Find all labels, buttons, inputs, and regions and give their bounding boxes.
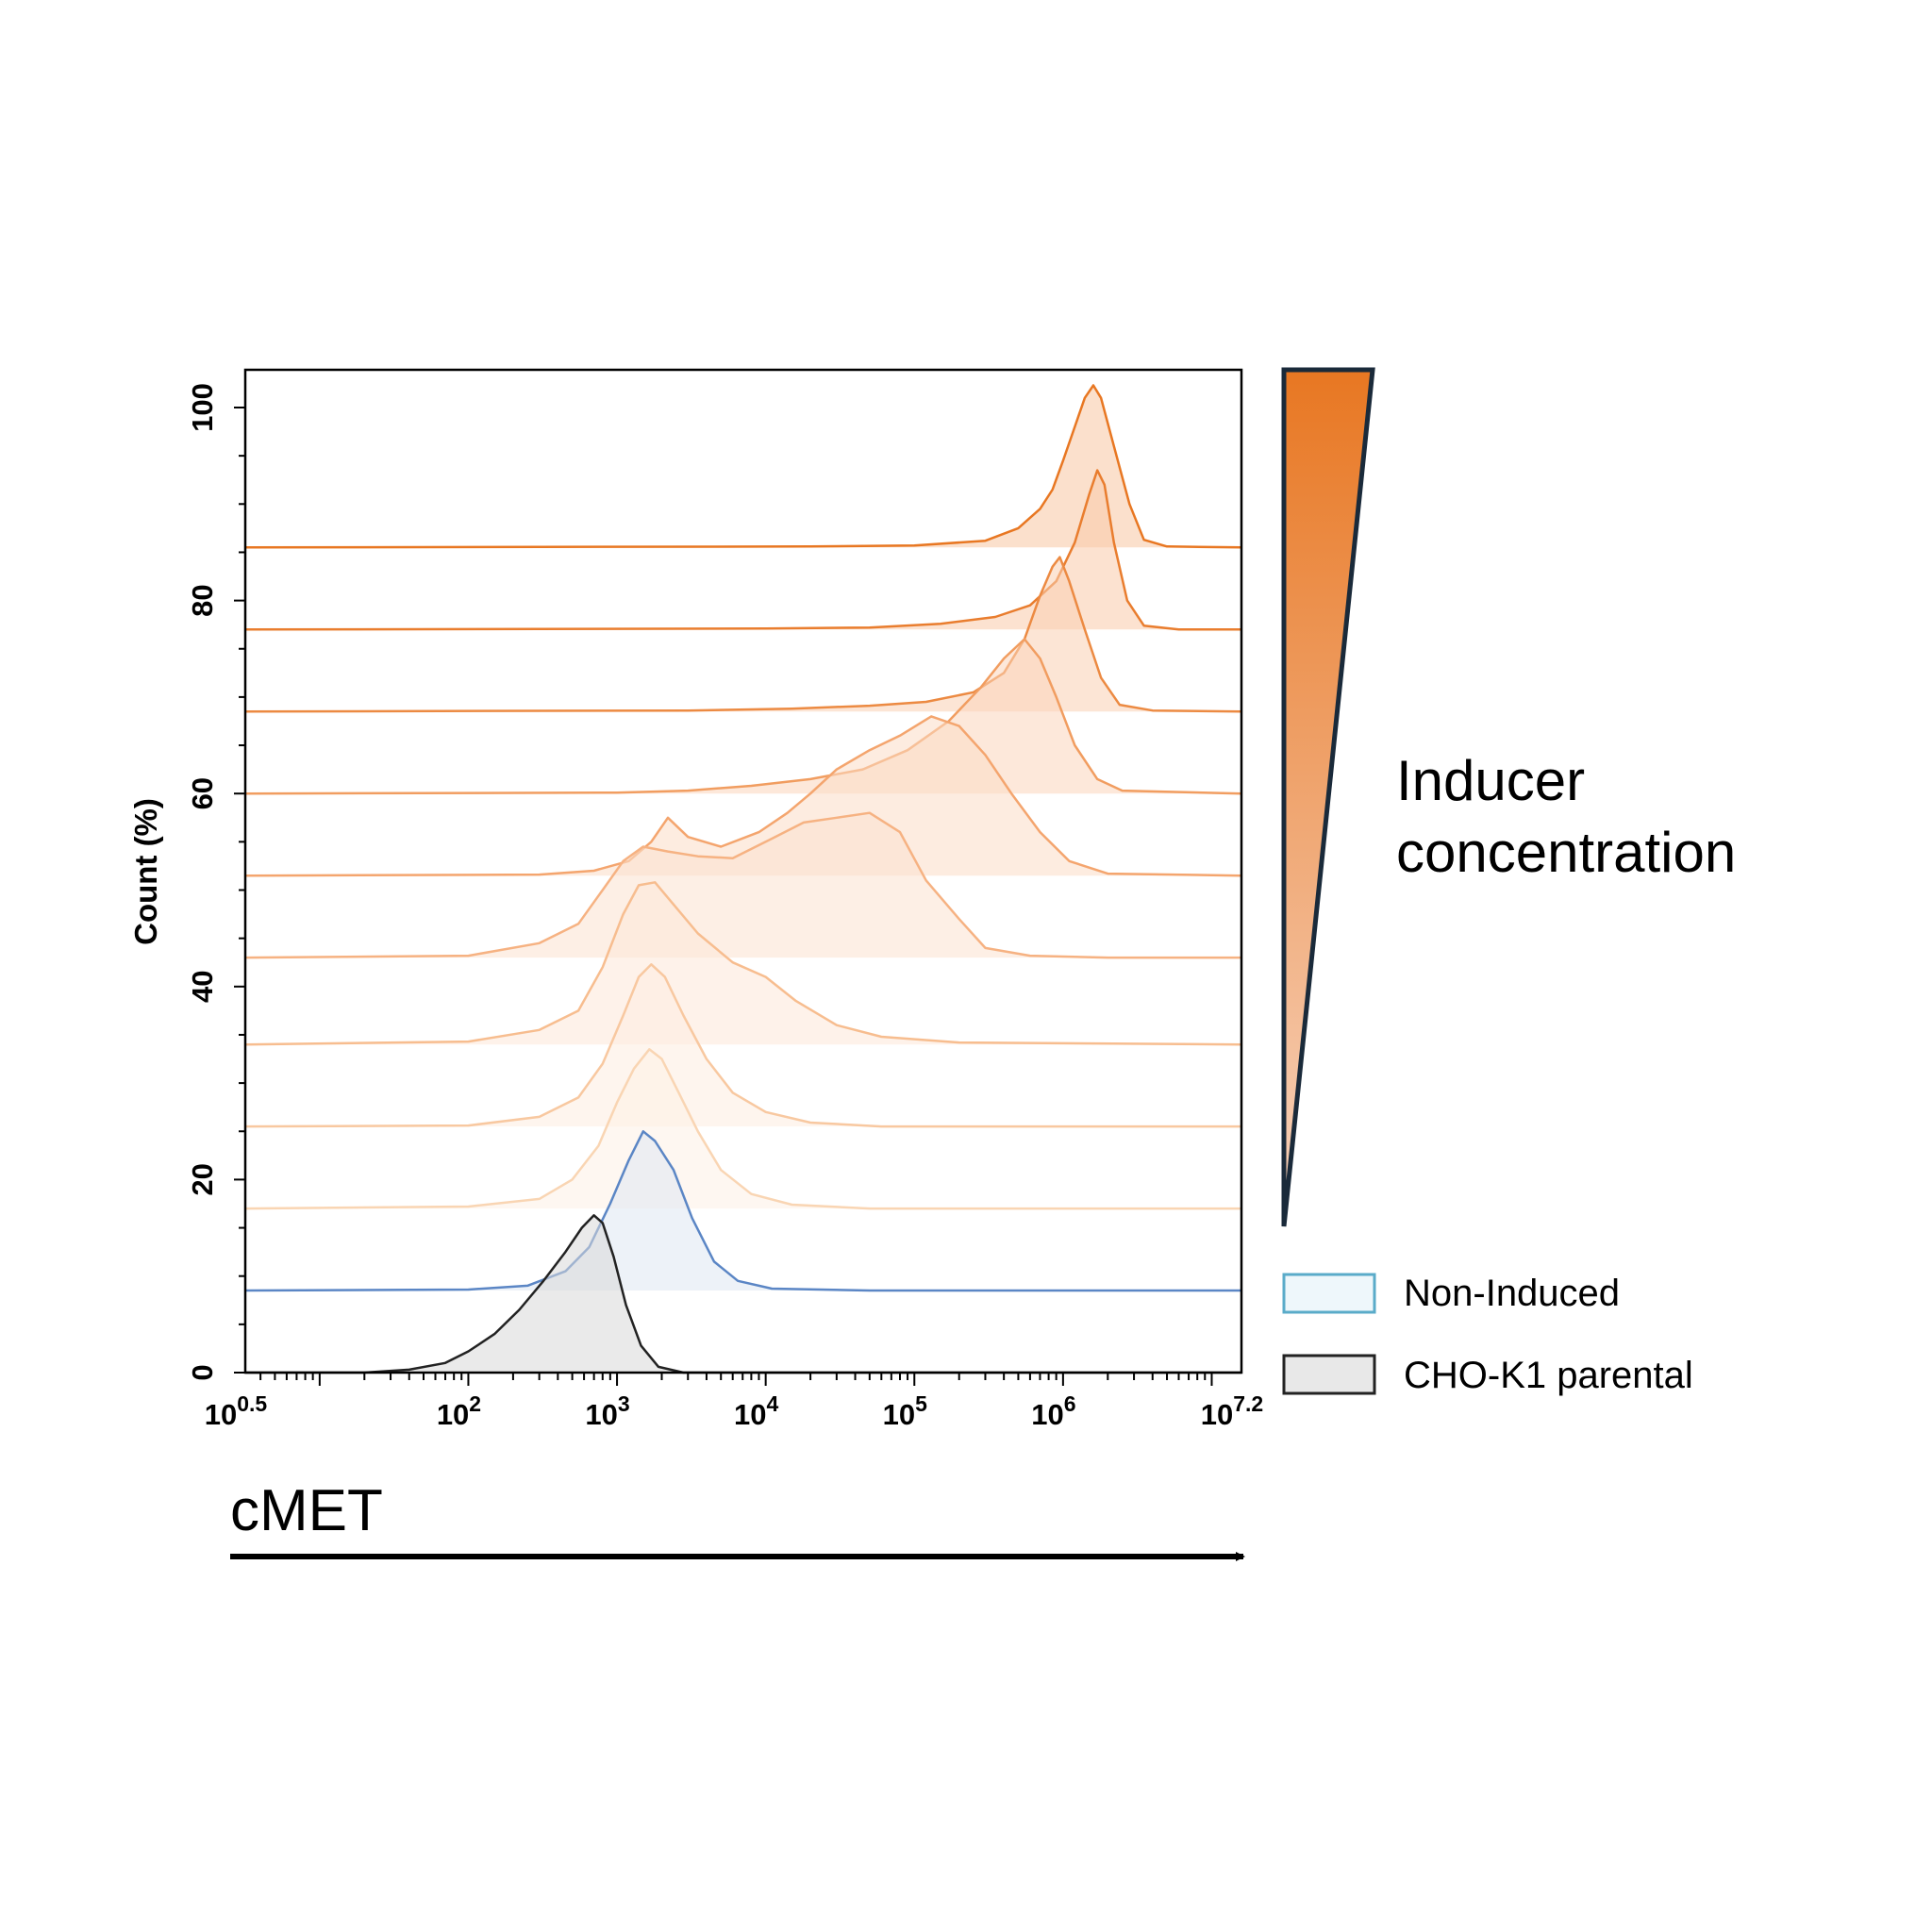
series-area	[245, 1215, 1241, 1373]
series-2	[244, 1048, 1241, 1210]
x-axis: 100.5 102 103 104 105 106 107.2	[205, 1373, 1263, 1431]
series-line	[244, 1130, 1241, 1292]
series-line	[244, 469, 1241, 631]
y-tick-label: 60	[186, 777, 219, 809]
y-axis: 0 20 40 60 80 100	[186, 383, 245, 1381]
legend: Non-Induced CHO-K1 parental	[1282, 1273, 1693, 1396]
legend-swatch-non-induced	[1282, 1273, 1376, 1314]
series-5	[244, 811, 1241, 959]
x-tick-label: 107.2	[1201, 1391, 1263, 1431]
series-line	[244, 638, 1242, 795]
series-7	[244, 638, 1242, 795]
series-area	[245, 716, 1241, 876]
y-tick-label: 40	[186, 971, 219, 1003]
series-9	[244, 469, 1241, 631]
x-tick-label: 105	[883, 1391, 927, 1431]
series-area	[245, 1131, 1241, 1291]
series-area	[245, 557, 1241, 712]
gradient-label-line-1: Inducer	[1396, 749, 1585, 812]
series-area	[245, 639, 1241, 794]
series-area	[245, 470, 1241, 630]
y-tick-label: 0	[186, 1364, 219, 1380]
series-3	[244, 963, 1241, 1128]
x-tick-label: 100.5	[205, 1391, 268, 1431]
series-4	[244, 881, 1242, 1046]
legend-label-cho-k1-parental: CHO-K1 parental	[1404, 1355, 1693, 1396]
x-tick-label: 104	[734, 1391, 778, 1431]
series-line	[244, 556, 1242, 713]
series-area	[245, 812, 1241, 958]
series-layer	[244, 384, 1242, 1374]
series-line	[244, 881, 1242, 1046]
series-line	[244, 384, 1242, 549]
y-tick-label: 20	[186, 1163, 219, 1195]
series-10	[244, 384, 1242, 549]
series-area	[245, 1049, 1241, 1209]
series-line	[244, 963, 1241, 1128]
series-area	[245, 882, 1241, 1045]
y-tick-label: 80	[186, 584, 219, 616]
y-tick-label: 100	[186, 383, 219, 432]
x-tick-label: 106	[1031, 1391, 1075, 1431]
inducer-gradient-triangle	[1281, 367, 1375, 1227]
x-tick-label: 103	[585, 1391, 629, 1431]
series-line	[244, 1048, 1241, 1210]
series-line	[244, 811, 1241, 959]
x-axis-label: cMET	[230, 1478, 383, 1543]
y-axis-label: Count (%)	[128, 798, 163, 945]
series-0	[245, 1214, 1241, 1374]
gradient-label-line-2: concentration	[1396, 821, 1736, 884]
x-tick-label: 102	[437, 1391, 481, 1431]
series-1	[244, 1130, 1241, 1292]
series-line	[245, 1214, 1241, 1374]
series-8	[244, 556, 1242, 713]
legend-label-non-induced: Non-Induced	[1404, 1273, 1620, 1314]
legend-swatch-cho-k1-parental	[1282, 1354, 1376, 1395]
